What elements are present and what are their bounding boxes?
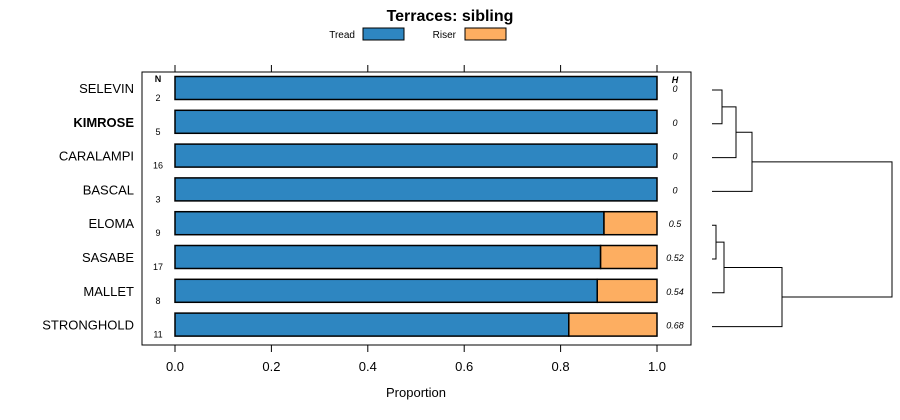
bar-tread-eloma [174, 210, 605, 236]
chart-title: Terraces: sibling [387, 8, 514, 25]
legend: Tread Riser [329, 27, 507, 41]
x-tick-label-1: 0.2 [262, 359, 280, 374]
x-axis-label: Proportion [386, 385, 446, 400]
n-value-kimrose: 5 [155, 127, 160, 137]
h-value-mallet: 0.54 [666, 287, 684, 297]
x-tick-label-2: 0.4 [359, 359, 377, 374]
category-label-stronghold: STRONGHOLD [42, 318, 134, 333]
plot-panel [141, 71, 692, 346]
dendrogram-link-2 [712, 131, 753, 192]
n-value-mallet: 8 [155, 296, 160, 306]
legend-label-riser: Riser [433, 30, 457, 41]
x-tick-label-5: 1.0 [648, 359, 666, 374]
bar-riser-eloma [603, 210, 658, 236]
bar-tread-caralampi [174, 143, 658, 168]
h-column-header: H [672, 75, 679, 85]
bar-tread-sasabe [174, 244, 602, 270]
category-label-caralampi: CARALAMPI [59, 149, 134, 164]
legend-swatch-riser [464, 27, 507, 41]
category-label-bascal: BASCAL [83, 182, 134, 197]
bar-riser-stronghold [568, 312, 658, 337]
legend-label-tread: Tread [329, 30, 355, 41]
legend-swatch-tread [362, 27, 405, 41]
x-tick-label-4: 0.8 [552, 359, 570, 374]
dendrogram-link-0 [712, 89, 723, 125]
category-label-selevin: SELEVIN [79, 81, 134, 96]
dendrogram-link-6 [752, 161, 893, 298]
x-tick-label-3: 0.6 [455, 359, 473, 374]
x-tick-label-0: 0.0 [166, 359, 184, 374]
bar-tread-kimrose [174, 109, 658, 135]
bar-riser-sasabe [599, 244, 658, 270]
n-value-selevin: 2 [155, 93, 160, 103]
bar-riser-mallet [596, 278, 658, 304]
category-label-eloma: ELOMA [88, 216, 134, 231]
h-value-kimrose: 0 [672, 118, 677, 128]
n-column-header: N [155, 74, 162, 84]
h-value-caralampi: 0 [672, 152, 677, 162]
h-value-bascal: 0 [672, 185, 677, 195]
category-label-sasabe: SASABE [82, 250, 134, 265]
category-label-kimrose: KIMROSE [73, 115, 134, 130]
h-value-eloma: 0.5 [669, 219, 683, 229]
category-label-mallet: MALLET [83, 284, 134, 299]
bar-tread-mallet [174, 278, 598, 304]
h-value-selevin: 0 [672, 84, 677, 94]
dendrogram-link-4 [712, 241, 725, 294]
bar-tread-bascal [174, 177, 658, 202]
dendrogram-link-3 [712, 224, 717, 260]
n-value-sasabe: 17 [153, 262, 163, 272]
n-value-caralampi: 16 [153, 161, 163, 171]
h-value-stronghold: 0.68 [666, 321, 684, 331]
bar-tread-selevin [174, 75, 658, 101]
n-value-stronghold: 11 [153, 330, 162, 340]
h-value-sasabe: 0.52 [666, 253, 684, 263]
n-value-eloma: 9 [155, 228, 160, 238]
dendrogram-link-1 [712, 106, 737, 159]
n-value-bascal: 3 [155, 194, 160, 204]
bar-tread-stronghold [174, 312, 570, 337]
dendrogram-link-5 [712, 266, 783, 328]
